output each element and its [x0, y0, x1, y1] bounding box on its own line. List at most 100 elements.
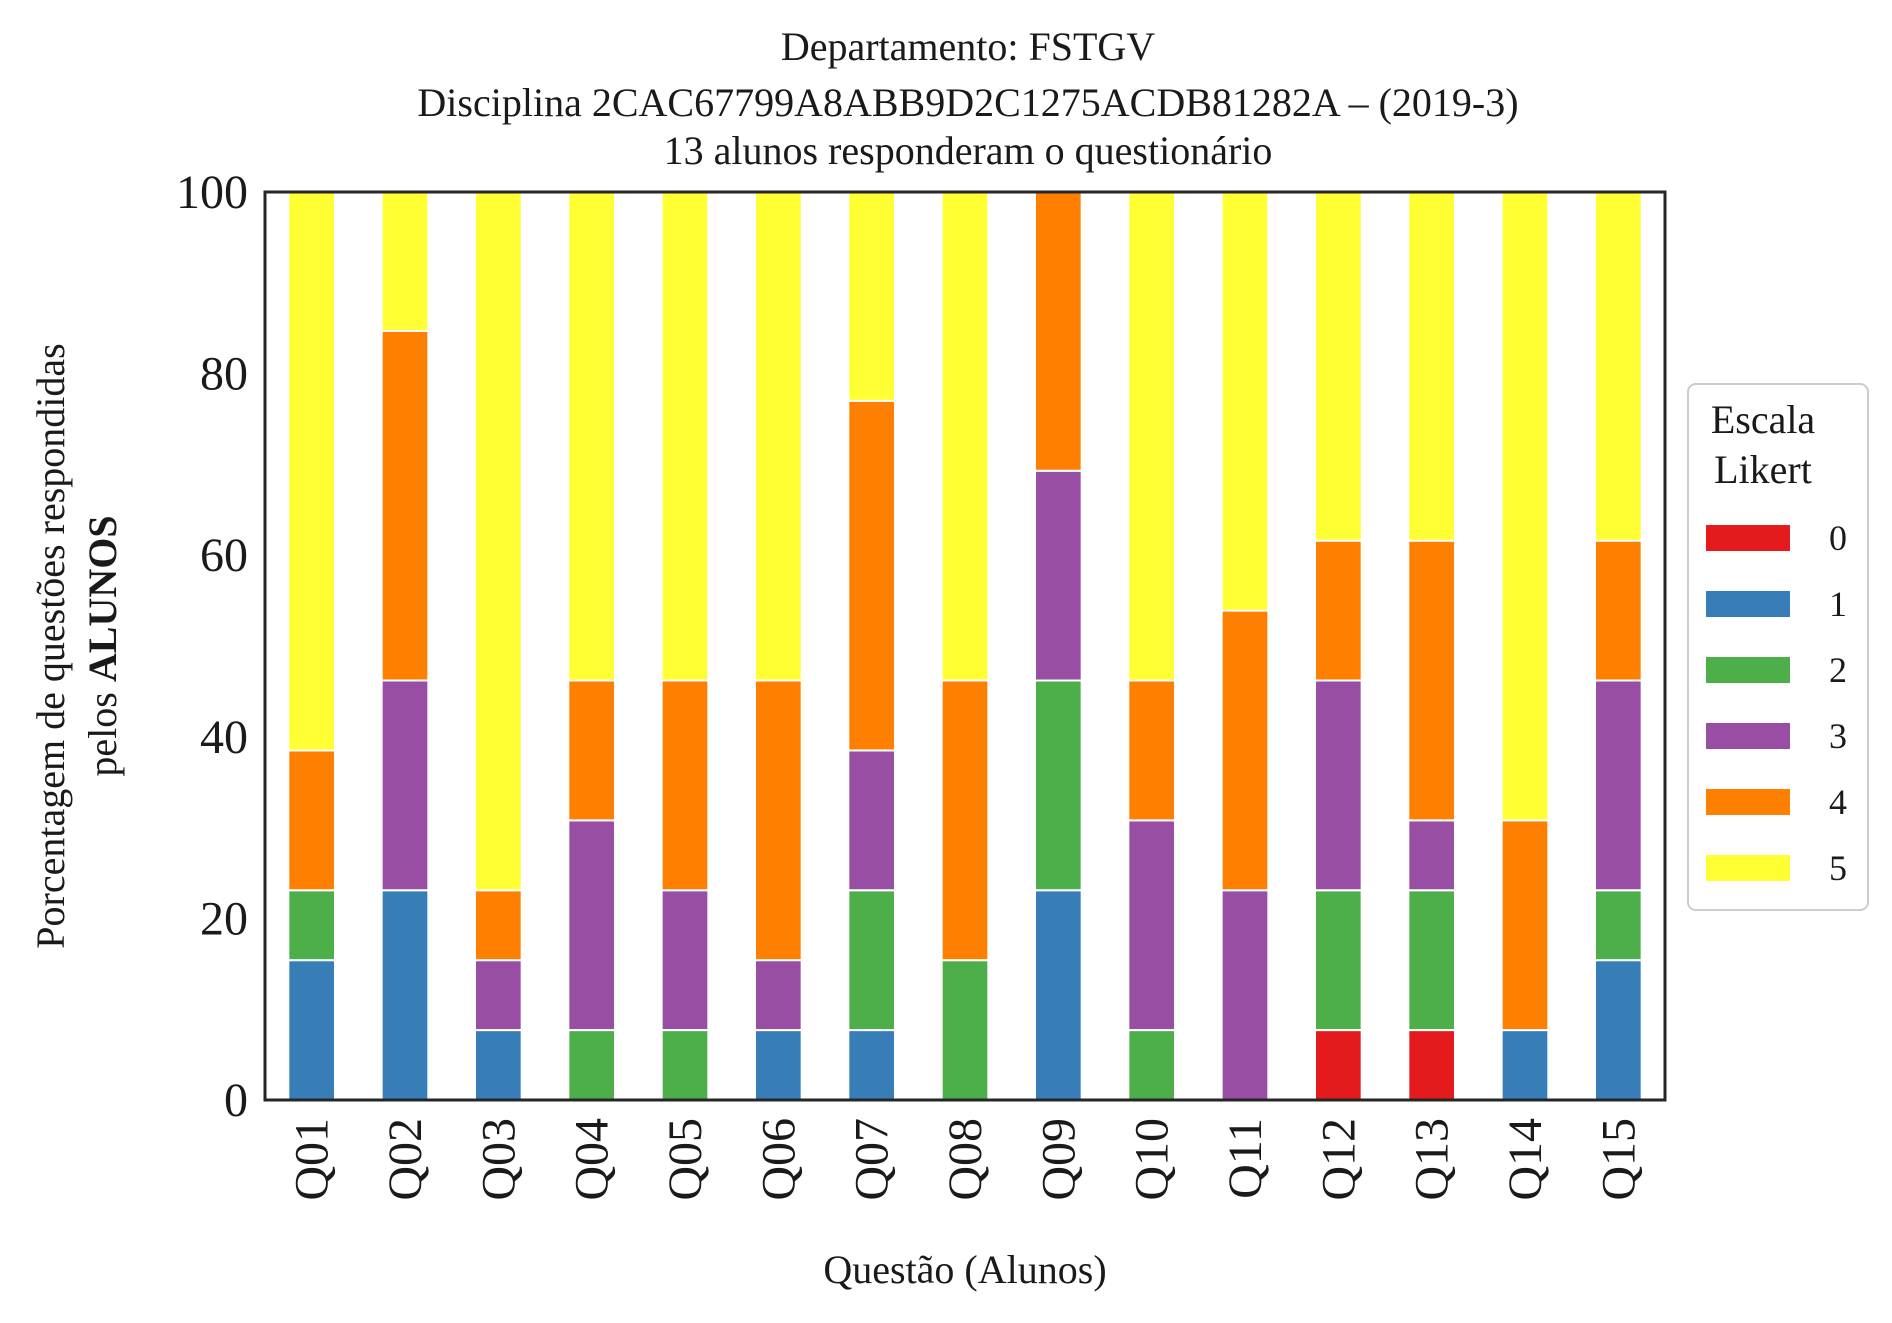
- bar-q10-level-3: [1127, 819, 1176, 1032]
- y-tick-label: 0: [224, 1074, 248, 1127]
- bar-q15-level-4: [1594, 539, 1643, 682]
- bar-q10-level-2: [1127, 1029, 1176, 1101]
- bar-q09-level-3: [1034, 469, 1083, 682]
- y-axis-label-prefix: pelos: [80, 682, 125, 776]
- bar-q07-level-1: [847, 1029, 897, 1101]
- bar-q10-level-5: [1127, 191, 1176, 682]
- bar-q13-level-4: [1407, 539, 1456, 822]
- x-tick: Q07: [846, 1118, 899, 1201]
- bar-q08-level-5: [940, 191, 990, 682]
- bar-q01-level-5: [287, 191, 336, 752]
- bar-q04-level-3: [567, 819, 617, 1032]
- bar-q11-level-5: [1220, 190, 1270, 612]
- x-tick: Q02: [379, 1118, 432, 1201]
- legend-swatch-3: [1706, 723, 1790, 749]
- y-tick-label: 100: [176, 166, 248, 219]
- bar-q06-level-4: [754, 679, 803, 962]
- y-axis-label-line-1: Porcentagem de questões respondidas: [28, 343, 73, 948]
- bar-q09-level-4: [1034, 190, 1083, 472]
- bar-q02-level-3: [380, 679, 430, 892]
- bars-group: [287, 190, 1643, 1101]
- legend: Escala Likert 0 1 2 3 4 5: [1687, 383, 1869, 911]
- x-tick-label: Q13: [1406, 1118, 1459, 1201]
- bar-q06-level-1: [754, 1029, 803, 1101]
- legend-title-line-2: Likert: [1714, 447, 1812, 492]
- bar-q06-level-5: [754, 191, 803, 682]
- bar-q12-level-3: [1314, 679, 1363, 892]
- y-tick-label: 40: [200, 711, 248, 764]
- x-axis-label: Questão (Alunos): [823, 1247, 1106, 1292]
- bar-q05-level-4: [660, 679, 710, 892]
- title-line-2: Disciplina 2CAC67799A8ABB9D2C1275ACDB812…: [417, 80, 1518, 125]
- legend-swatch-2: [1706, 657, 1790, 683]
- bar-q04-level-4: [567, 679, 617, 822]
- bar-q01-level-1: [287, 959, 336, 1101]
- legend-label-0: 0: [1829, 518, 1847, 558]
- bar-q09-level-1: [1034, 889, 1083, 1101]
- bar-q03-level-1: [474, 1029, 523, 1101]
- title-line-1: Departamento: FSTGV: [781, 24, 1155, 69]
- bar-q02-level-4: [380, 329, 430, 682]
- bar-q02-level-5: [380, 190, 430, 332]
- bar-q13-level-0: [1407, 1029, 1456, 1101]
- x-tick: Q12: [1312, 1118, 1365, 1201]
- legend-swatch-4: [1706, 789, 1790, 815]
- legend-frame: [1687, 383, 1869, 911]
- x-tick: Q01: [286, 1118, 339, 1201]
- x-tick-label: Q08: [939, 1118, 992, 1201]
- bar-q03-level-4: [474, 889, 523, 962]
- bar-q14-level-1: [1500, 1029, 1550, 1101]
- y-axis-label-line-2: pelos ALUNOS: [80, 515, 125, 776]
- x-tick: Q13: [1406, 1118, 1459, 1201]
- x-tick-label: Q09: [1032, 1118, 1085, 1201]
- legend-label-4: 4: [1829, 782, 1847, 822]
- x-tick-label: Q12: [1312, 1118, 1365, 1201]
- x-tick: Q11: [1219, 1118, 1272, 1199]
- chart-title: Departamento: FSTGV Disciplina 2CAC67799…: [417, 24, 1518, 173]
- bar-q14-level-5: [1500, 191, 1550, 822]
- x-tick-label: Q07: [846, 1118, 899, 1201]
- bar-q15-level-5: [1594, 190, 1643, 542]
- bar-q07-level-3: [847, 749, 897, 892]
- y-axis-label-bold: ALUNOS: [80, 515, 125, 682]
- legend-swatch-1: [1706, 591, 1790, 617]
- y-axis-label: Porcentagem de questões respondidas pelo…: [28, 343, 125, 948]
- legend-label-2: 2: [1829, 650, 1847, 690]
- title-line-3: 13 alunos responderam o questionário: [664, 128, 1273, 173]
- x-axis-ticks: Q01 Q02 Q03 Q04 Q05 Q06 Q07 Q08 Q09 Q10 Q11 Q12 Q13 Q…: [286, 1118, 1646, 1201]
- bar-q03-level-5: [474, 191, 523, 892]
- bar-q12-level-5: [1314, 190, 1363, 542]
- x-tick-label: Q14: [1499, 1118, 1552, 1201]
- x-tick-label: Q10: [1126, 1118, 1179, 1201]
- bar-q01-level-2: [287, 889, 336, 962]
- bar-q08-level-2: [940, 959, 990, 1101]
- legend-label-1: 1: [1829, 584, 1847, 624]
- bar-q06-level-3: [754, 959, 803, 1032]
- bar-q11-level-3: [1220, 889, 1270, 1101]
- bar-q15-level-1: [1594, 959, 1643, 1101]
- legend-label-5: 5: [1829, 848, 1847, 888]
- bar-q05-level-2: [660, 1029, 710, 1101]
- bar-q12-level-0: [1314, 1029, 1363, 1101]
- y-tick-label: 60: [200, 529, 248, 582]
- y-tick-label: 20: [200, 892, 248, 945]
- bar-q12-level-4: [1314, 539, 1363, 682]
- x-tick-label: Q06: [752, 1118, 805, 1201]
- bar-q07-level-5: [847, 190, 897, 402]
- x-tick-label: Q02: [379, 1118, 432, 1201]
- bar-q07-level-2: [847, 889, 897, 1032]
- x-tick: Q06: [752, 1118, 805, 1201]
- bar-q03-level-3: [474, 959, 523, 1032]
- bar-q15-level-2: [1594, 889, 1643, 962]
- bar-q13-level-2: [1407, 889, 1456, 1032]
- bar-q09-level-2: [1034, 679, 1083, 892]
- x-tick: Q05: [659, 1118, 712, 1201]
- bar-q12-level-2: [1314, 889, 1363, 1032]
- x-tick: Q08: [939, 1118, 992, 1201]
- x-tick-label: Q15: [1592, 1118, 1645, 1201]
- x-tick: Q03: [472, 1118, 525, 1201]
- bar-q11-level-4: [1220, 609, 1270, 892]
- bar-q01-level-4: [287, 749, 336, 892]
- x-tick-label: Q05: [659, 1118, 712, 1201]
